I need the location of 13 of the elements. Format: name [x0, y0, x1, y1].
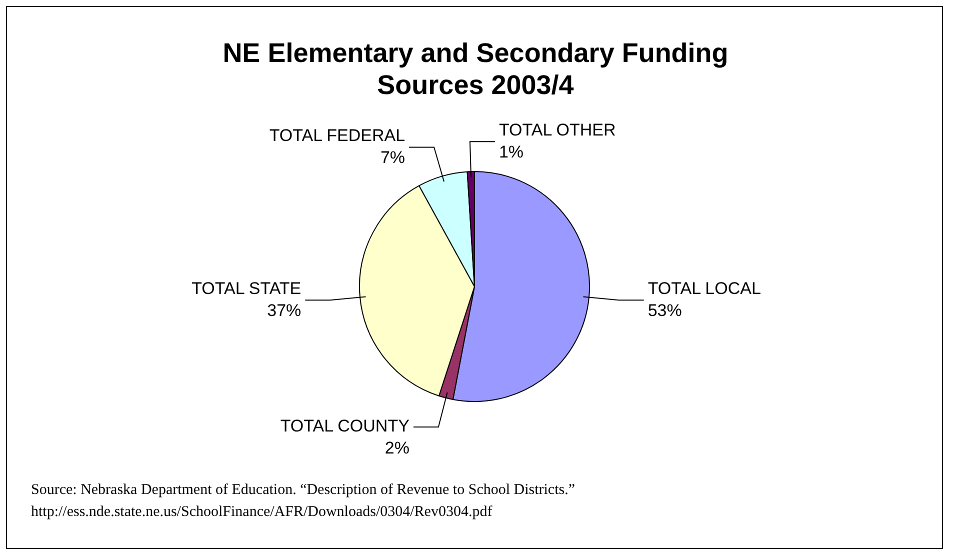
data-label: 37%: [267, 300, 302, 320]
slice-label: TOTAL FEDERAL: [269, 126, 406, 145]
data-label: 2%: [384, 438, 410, 458]
slice-label: TOTAL STATE: [192, 278, 302, 298]
source-note: Source: Nebraska Department of Education. “Description of Revenue to School Districts.”: [31, 481, 576, 500]
data-label: 53%: [648, 300, 682, 320]
text: http://ess.nde.state.ne.us/SchoolFinance/AFR/Downloads/0304/Rev0304.pdf: [31, 503, 494, 522]
slice-label: TOTAL OTHER: [498, 120, 616, 140]
data-label: 7%: [380, 148, 406, 167]
chart-title: NE Elementary and Secondary Funding Sources 2003/4: [222, 37, 730, 101]
slice-label: TOTAL LOCAL: [648, 278, 761, 298]
data-label: 1%: [498, 142, 524, 162]
slice-label: TOTAL COUNTY: [280, 416, 410, 436]
